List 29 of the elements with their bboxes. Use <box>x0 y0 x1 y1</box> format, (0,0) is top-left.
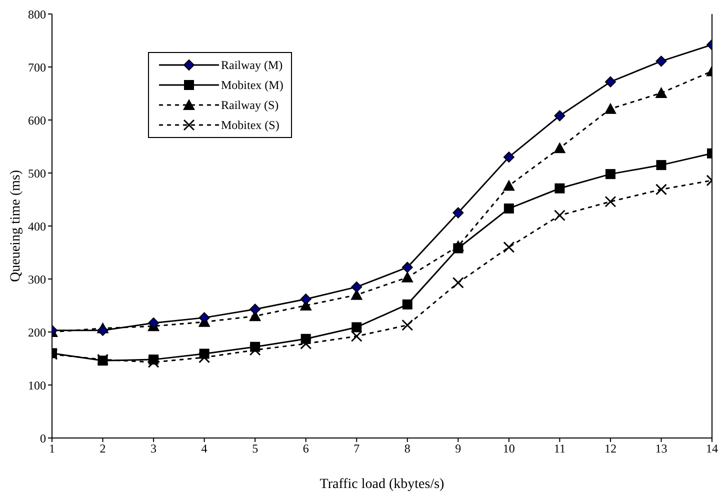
x-tick-label: 3 <box>150 442 157 456</box>
y-tick-label: 500 <box>28 166 46 180</box>
y-axis-title: Queueing time (ms) <box>8 170 24 282</box>
y-tick-label: 0 <box>40 431 46 446</box>
y-tick-label: 800 <box>28 7 46 22</box>
y-tick-label: 400 <box>28 219 46 234</box>
x-tick-label: 10 <box>502 442 515 456</box>
y-tick-label: 600 <box>28 113 46 128</box>
x-tick-label: 5 <box>252 442 258 456</box>
x-tick-label: 12 <box>604 442 616 456</box>
x-tick-label: 9 <box>455 442 462 456</box>
x-tick-label: 14 <box>706 442 718 456</box>
y-tick-label: 200 <box>28 325 46 340</box>
x-tick-label: 2 <box>100 442 106 456</box>
y-tick-label: 300 <box>28 272 46 286</box>
legend-label: Mobitex (M) <box>221 78 284 92</box>
x-tick-label: 4 <box>201 442 208 456</box>
x-tick-label: 7 <box>354 442 360 456</box>
x-tick-label: 1 <box>49 442 55 456</box>
x-tick-label: 6 <box>302 442 309 456</box>
legend-label: Railway (S) <box>221 98 279 112</box>
y-tick-label: 100 <box>28 378 46 392</box>
legend-label: Mobitex (S) <box>221 118 280 132</box>
x-tick-label: 11 <box>554 442 566 456</box>
y-tick-label: 700 <box>28 60 46 74</box>
x-tick-label: 8 <box>404 442 410 456</box>
x-tick-label: 13 <box>655 442 668 456</box>
x-axis-title: Traffic load (kbytes/s) <box>320 477 445 492</box>
legend-label: Railway (M) <box>221 58 283 72</box>
